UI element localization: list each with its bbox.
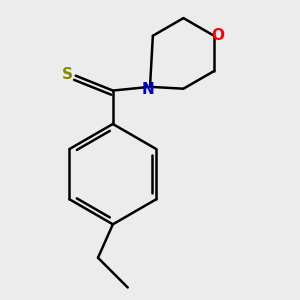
- Text: O: O: [211, 28, 224, 43]
- Text: S: S: [62, 67, 73, 82]
- Text: N: N: [142, 82, 155, 97]
